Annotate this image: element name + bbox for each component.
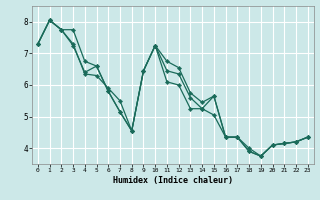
- X-axis label: Humidex (Indice chaleur): Humidex (Indice chaleur): [113, 176, 233, 185]
